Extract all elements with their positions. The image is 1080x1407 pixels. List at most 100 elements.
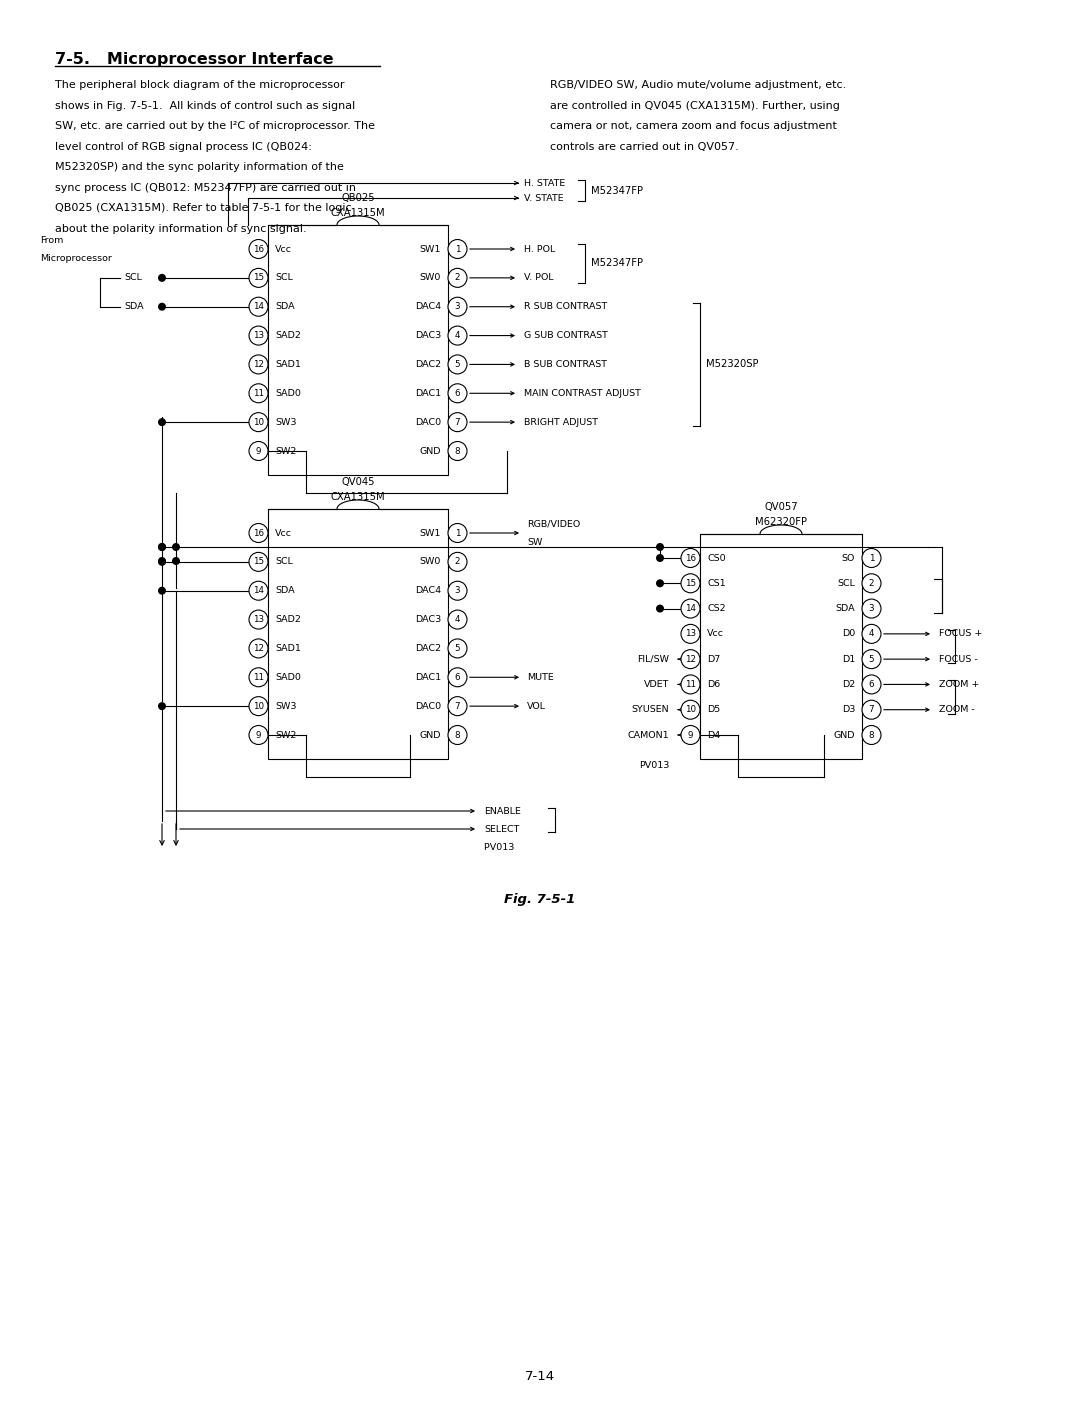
Circle shape xyxy=(249,384,268,402)
Text: FOCUS -: FOCUS - xyxy=(939,654,977,664)
Text: 15: 15 xyxy=(253,557,265,567)
Text: SW1: SW1 xyxy=(420,245,441,253)
Text: R SUB CONTRAST: R SUB CONTRAST xyxy=(524,303,607,311)
Text: 5: 5 xyxy=(868,654,875,664)
Circle shape xyxy=(657,580,663,587)
Circle shape xyxy=(862,650,881,668)
Circle shape xyxy=(249,553,268,571)
Text: 7: 7 xyxy=(455,702,460,711)
Text: SW, etc. are carried out by the I²C of microprocessor. The: SW, etc. are carried out by the I²C of m… xyxy=(55,121,375,131)
Text: SDA: SDA xyxy=(835,604,855,613)
Circle shape xyxy=(249,639,268,658)
Text: ENABLE: ENABLE xyxy=(484,806,521,816)
Text: D6: D6 xyxy=(707,680,720,689)
Text: 7: 7 xyxy=(455,418,460,426)
Circle shape xyxy=(862,726,881,744)
Text: 7-5.   Microprocessor Interface: 7-5. Microprocessor Interface xyxy=(55,52,334,68)
Text: SAD0: SAD0 xyxy=(275,388,301,398)
Circle shape xyxy=(448,442,467,460)
Circle shape xyxy=(249,355,268,374)
Text: DAC2: DAC2 xyxy=(415,360,441,369)
Circle shape xyxy=(681,599,700,618)
Text: CXA1315M: CXA1315M xyxy=(330,208,386,218)
Circle shape xyxy=(159,543,165,550)
Text: PV013: PV013 xyxy=(478,844,514,853)
Text: CS1: CS1 xyxy=(707,578,726,588)
Text: 13: 13 xyxy=(253,331,265,340)
Text: 11: 11 xyxy=(685,680,696,689)
Text: 13: 13 xyxy=(253,615,265,625)
Text: D4: D4 xyxy=(707,730,720,740)
Text: 15: 15 xyxy=(253,273,265,283)
Text: Vcc: Vcc xyxy=(275,245,292,253)
Circle shape xyxy=(448,412,467,432)
Text: FOCUS +: FOCUS + xyxy=(939,629,983,639)
Text: SW3: SW3 xyxy=(275,418,297,426)
Text: SCL: SCL xyxy=(275,557,293,567)
Text: D3: D3 xyxy=(841,705,855,715)
Text: Fig. 7-5-1: Fig. 7-5-1 xyxy=(504,892,576,906)
Text: CAMON1: CAMON1 xyxy=(627,730,669,740)
Text: SELECT: SELECT xyxy=(484,825,519,833)
Circle shape xyxy=(249,239,268,259)
Circle shape xyxy=(681,701,700,719)
Text: DAC0: DAC0 xyxy=(415,702,441,711)
Text: D1: D1 xyxy=(841,654,855,664)
Circle shape xyxy=(862,625,881,643)
Text: DAC3: DAC3 xyxy=(415,615,441,625)
Text: SW: SW xyxy=(527,537,542,546)
Text: SW0: SW0 xyxy=(420,273,441,283)
Text: Vcc: Vcc xyxy=(707,629,724,639)
Text: 8: 8 xyxy=(868,730,875,740)
Text: SAD1: SAD1 xyxy=(275,644,301,653)
Text: From: From xyxy=(40,235,64,245)
Text: SW0: SW0 xyxy=(420,557,441,567)
Circle shape xyxy=(448,553,467,571)
Circle shape xyxy=(249,696,268,716)
Text: SO: SO xyxy=(841,553,855,563)
Text: camera or not, camera zoom and focus adjustment: camera or not, camera zoom and focus adj… xyxy=(550,121,837,131)
Text: SCL: SCL xyxy=(275,273,293,283)
Text: Vcc: Vcc xyxy=(275,529,292,537)
Text: GND: GND xyxy=(419,446,441,456)
Circle shape xyxy=(249,523,268,543)
Circle shape xyxy=(681,650,700,668)
Text: SCL: SCL xyxy=(837,578,855,588)
Circle shape xyxy=(657,554,663,561)
Text: 11: 11 xyxy=(253,673,264,682)
Text: 1: 1 xyxy=(455,529,460,537)
Text: DAC0: DAC0 xyxy=(415,418,441,426)
Circle shape xyxy=(448,726,467,744)
Text: SW1: SW1 xyxy=(420,529,441,537)
Text: QV057: QV057 xyxy=(765,502,798,512)
Circle shape xyxy=(448,668,467,687)
Text: D2: D2 xyxy=(841,680,855,689)
Text: SDA: SDA xyxy=(275,587,295,595)
Text: CS2: CS2 xyxy=(707,604,726,613)
Text: D0: D0 xyxy=(841,629,855,639)
Circle shape xyxy=(173,543,179,550)
Circle shape xyxy=(448,611,467,629)
Text: 12: 12 xyxy=(253,644,264,653)
Text: SYUSEN: SYUSEN xyxy=(632,705,669,715)
Text: 9: 9 xyxy=(688,730,693,740)
Text: sync process IC (QB012: M52347FP) are carried out in: sync process IC (QB012: M52347FP) are ca… xyxy=(55,183,356,193)
Text: 13: 13 xyxy=(685,629,697,639)
Circle shape xyxy=(159,304,165,310)
Text: DAC4: DAC4 xyxy=(415,587,441,595)
Text: SW3: SW3 xyxy=(275,702,297,711)
Text: 3: 3 xyxy=(455,303,460,311)
Text: 2: 2 xyxy=(868,578,874,588)
Text: VOL: VOL xyxy=(527,702,546,711)
Text: V. POL: V. POL xyxy=(524,273,554,283)
Text: 3: 3 xyxy=(455,587,460,595)
Text: D5: D5 xyxy=(707,705,720,715)
Circle shape xyxy=(448,639,467,658)
Circle shape xyxy=(159,587,165,594)
Circle shape xyxy=(448,384,467,402)
Circle shape xyxy=(249,412,268,432)
Circle shape xyxy=(681,574,700,592)
Circle shape xyxy=(681,625,700,643)
Circle shape xyxy=(448,239,467,259)
Circle shape xyxy=(249,442,268,460)
